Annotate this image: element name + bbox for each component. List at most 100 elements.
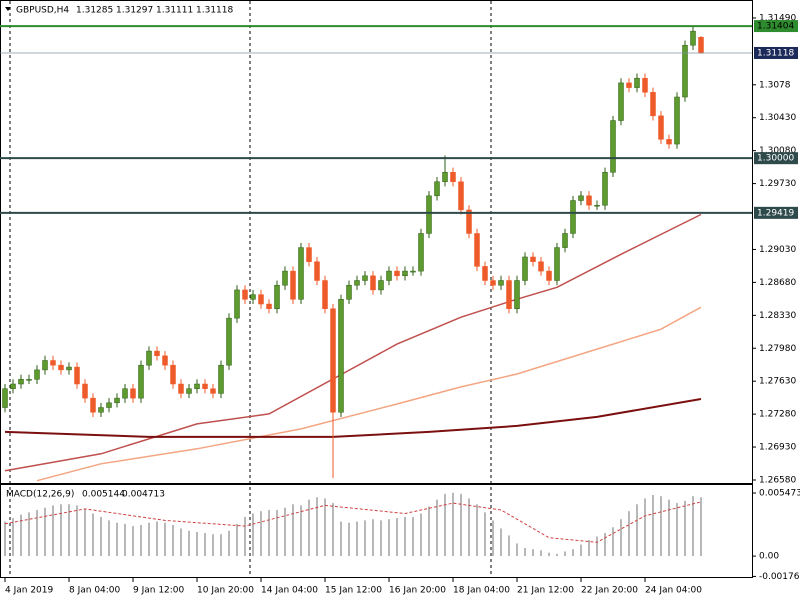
candle-body [570,200,576,234]
histogram-bar [60,504,62,557]
level-label-box [754,20,798,33]
candle-body [650,92,656,117]
x-tick-label: 21 Jan 12:00 [517,586,574,596]
histogram-bar [228,530,230,557]
histogram-bar [236,523,238,557]
candle-body [434,181,440,197]
candle-body [402,270,408,277]
candle-body [690,30,696,46]
histogram-bar [644,498,646,557]
histogram-bar [596,536,598,557]
histogram-bar [652,495,654,557]
histogram-bar [124,523,126,557]
level-label: 1.30000 [757,154,794,164]
histogram-bar [172,524,174,557]
indicator-title: MACD(12,26,9) [6,490,74,500]
candle-body [282,270,288,286]
histogram-bar [468,498,470,557]
x-tick-label: 15 Jan 12:00 [325,586,382,596]
candle-body [274,284,280,309]
histogram-bar [556,553,558,557]
candle-body [562,233,568,248]
header-value: 1.31297 [116,6,153,16]
histogram-bar [324,498,326,557]
candle-body [338,299,344,413]
y-tick-label: 1.31490 [759,13,796,23]
histogram-bar [132,526,134,557]
histogram-bar [348,522,350,557]
header-value: 1.31285 [76,6,113,16]
histogram-bar [540,550,542,557]
candle-body [130,388,136,399]
histogram-bar [588,539,590,557]
histogram-bar [564,551,566,557]
candle-body [450,172,456,182]
level-label-box [754,46,798,59]
candle-body [554,247,560,281]
candle-body [178,383,184,394]
candle-body [186,388,192,394]
histogram-bar [308,499,310,557]
histogram-bar [276,510,278,557]
histogram-bar [372,519,374,557]
candle-body [18,379,24,385]
histogram-bar [668,499,670,557]
candle-body [210,388,216,394]
menu-arrow[interactable] [5,7,11,11]
candle-body [114,397,120,404]
candle-body [626,82,632,88]
candle-body [482,266,488,281]
candle-body [618,82,624,121]
histogram-bar [684,500,686,557]
candle-body [162,355,168,366]
macd-panel-border [0,484,753,578]
candle-body [378,280,384,291]
histogram-bar [676,503,678,557]
candle-body [386,270,392,281]
histogram-bar [436,499,438,557]
histogram-bar [244,516,246,557]
histogram-bar [220,534,222,557]
histogram-bar [156,521,158,557]
candle-body [90,397,96,413]
candle-body [138,364,144,399]
candle-body [682,45,688,98]
x-tick-label: 16 Jan 20:00 [389,586,446,596]
histogram-bar [364,520,366,557]
candle-body [2,388,8,408]
level-label: 1.31118 [757,48,794,58]
y-tick-label: 1.26930 [759,443,796,453]
histogram-bar [476,504,478,557]
candle-body [498,280,504,286]
candle-body [170,364,176,385]
histogram-bar [188,530,190,557]
candle-body [474,233,480,267]
histogram-bar [628,511,630,557]
candle-body [322,280,328,309]
histogram-bar [460,493,462,557]
y-tick-label: 1.3078 [759,80,791,90]
candle-body [466,209,472,234]
x-tick-label: 9 Jan 12:00 [133,586,185,596]
y-tick-label: -0.001763 [759,572,800,582]
x-tick-label: 22 Jan 20:00 [581,586,638,596]
histogram-bar [388,519,390,557]
histogram-bar [28,512,30,557]
moving-average [4,398,702,438]
histogram-bar [140,524,142,557]
candle-body [202,383,208,389]
candle-body [394,270,400,277]
histogram-bar [492,520,494,557]
candle-body [146,350,152,366]
candle-body [698,37,704,54]
y-tick-label: 0.005473 [759,489,800,499]
histogram-bar [636,504,638,557]
main-panel-border [0,0,753,484]
y-tick-label: 1.29030 [759,245,796,255]
histogram-bar [252,513,254,557]
candle-body [674,96,680,145]
y-tick-label: 0.00 [759,552,779,562]
candle-body [98,407,104,413]
x-tick-label: 10 Jan 20:00 [197,586,254,596]
histogram-bar [452,492,454,557]
